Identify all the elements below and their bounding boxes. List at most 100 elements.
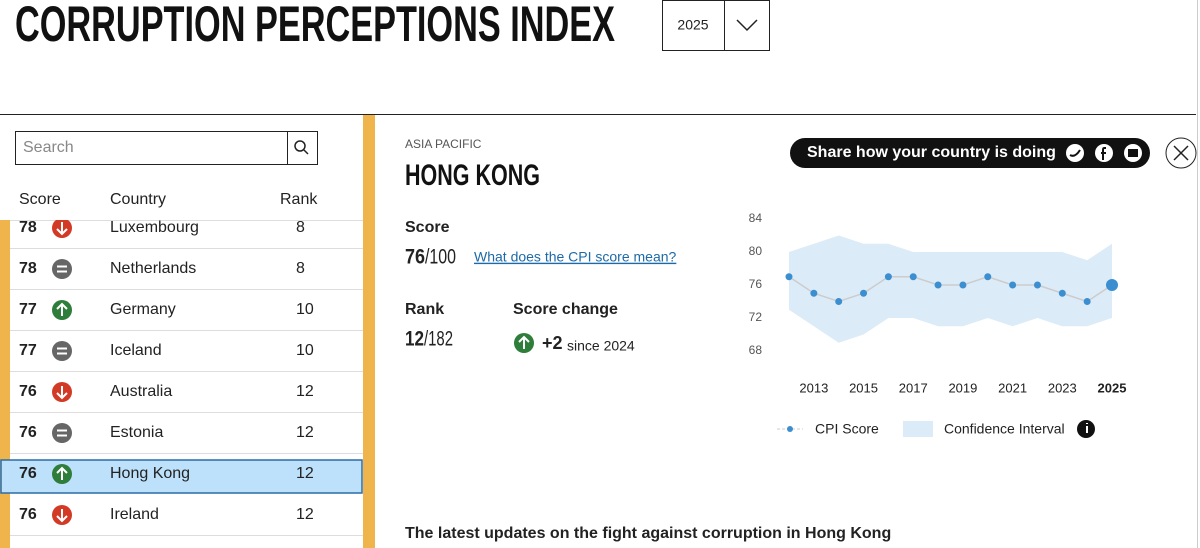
change-icon bbox=[514, 333, 534, 353]
close-button[interactable] bbox=[1165, 137, 1197, 169]
score-point bbox=[934, 281, 942, 289]
page-title: CORRUPTION PERCEPTIONS INDEX bbox=[15, 0, 615, 52]
trend-glyph bbox=[56, 386, 68, 400]
country-row[interactable]: 76 Ireland 12 bbox=[10, 505, 363, 536]
search-icon-handle bbox=[303, 149, 309, 155]
country-row[interactable]: 78 Netherlands 8 bbox=[10, 259, 363, 290]
legend-label: Confidence Interval bbox=[944, 421, 1065, 437]
score-point bbox=[909, 273, 917, 281]
column-header: Country bbox=[110, 191, 166, 208]
score-point bbox=[884, 273, 892, 281]
country-row[interactable]: 78 Luxembourg 8 bbox=[10, 218, 363, 249]
row-country[interactable]: Ireland bbox=[110, 506, 159, 523]
country-row[interactable]: 76 Estonia 12 bbox=[10, 423, 363, 454]
y-tick-label: 72 bbox=[749, 310, 763, 324]
score-chart: 84 80 76 72 68 2013 2015 2017 2019 2021 2023 2025 CP… bbox=[749, 211, 1127, 438]
search[interactable]: Search bbox=[15, 131, 318, 165]
score-point bbox=[1058, 289, 1066, 297]
rank-label: Rank bbox=[405, 301, 444, 318]
score-info-link[interactable]: What does the CPI score mean? bbox=[474, 249, 677, 265]
row-rank: 10 bbox=[296, 342, 314, 359]
score-value: 76 bbox=[405, 246, 425, 269]
row-score: 76 bbox=[19, 465, 37, 482]
score-label: Score bbox=[405, 219, 450, 236]
country-row[interactable]: 76 Australia 12 bbox=[10, 382, 363, 413]
y-tick-label: 84 bbox=[749, 211, 763, 225]
trend-glyph bbox=[518, 335, 530, 349]
country-name: HONG KONG bbox=[405, 159, 540, 192]
x-tick-label: 2015 bbox=[849, 380, 878, 395]
country-row[interactable]: 77 Iceland 10 bbox=[10, 341, 363, 372]
row-score: 76 bbox=[19, 424, 37, 441]
row-score: 78 bbox=[19, 219, 37, 236]
x-tick-label: 2021 bbox=[998, 380, 1027, 395]
score-point bbox=[810, 289, 818, 297]
legend-swatch bbox=[903, 421, 933, 437]
trend-icon bbox=[52, 341, 72, 361]
row-rank: 10 bbox=[296, 301, 314, 318]
x-tick-label: 2019 bbox=[948, 380, 977, 395]
trend-glyph bbox=[56, 222, 68, 236]
score-point bbox=[860, 289, 868, 297]
x-tick-label: 2023 bbox=[1048, 380, 1077, 395]
row-rank: 12 bbox=[296, 465, 314, 482]
row-country[interactable]: Estonia bbox=[110, 424, 163, 441]
trend-icon bbox=[52, 259, 72, 279]
chevron[interactable] bbox=[736, 19, 758, 32]
facebook-icon bbox=[1101, 147, 1106, 160]
search-placeholder[interactable]: Search bbox=[23, 139, 74, 156]
latest-heading: The latest updates on the fight against … bbox=[405, 525, 891, 542]
row-country[interactable]: Luxembourg bbox=[110, 219, 199, 236]
trend-icon bbox=[52, 423, 72, 443]
row-country[interactable]: Australia bbox=[110, 383, 172, 400]
x-tick-label: 2025 bbox=[1098, 380, 1127, 395]
share-bar[interactable]: Share how your country is doing bbox=[790, 138, 1150, 168]
row-rank: 8 bbox=[296, 260, 305, 277]
twitter-icon bbox=[1069, 149, 1081, 157]
x-tick-label: 2017 bbox=[899, 380, 928, 395]
row-score: 78 bbox=[19, 260, 37, 277]
row-score: 77 bbox=[19, 342, 37, 359]
trend-glyph bbox=[56, 302, 68, 316]
country-list: 78 Luxembourg 878 Netherlands 877 Germany 1077… bbox=[0, 218, 363, 536]
row-country[interactable]: Netherlands bbox=[110, 260, 196, 277]
row-rank: 12 bbox=[296, 383, 314, 400]
year-select[interactable]: 2025 bbox=[662, 0, 770, 51]
score-point bbox=[1033, 281, 1041, 289]
rank-max: /182 bbox=[424, 328, 453, 351]
column-header: Score bbox=[19, 191, 61, 208]
twitter-button[interactable] bbox=[1066, 144, 1084, 162]
y-tick-label: 76 bbox=[749, 277, 763, 291]
score-point bbox=[785, 273, 793, 281]
x-tick-label: 2013 bbox=[799, 380, 828, 395]
row-score: 76 bbox=[19, 383, 37, 400]
row-country[interactable]: Iceland bbox=[110, 342, 162, 359]
share-pill[interactable] bbox=[790, 138, 1150, 168]
row-country[interactable]: Hong Kong bbox=[110, 465, 190, 482]
row-score: 77 bbox=[19, 301, 37, 318]
share-text[interactable]: Share how your country is doing bbox=[807, 144, 1056, 161]
trend-glyph bbox=[56, 509, 68, 523]
y-tick-label: 68 bbox=[749, 343, 763, 357]
row-rank: 12 bbox=[296, 424, 314, 441]
search-box[interactable] bbox=[15, 131, 318, 165]
row-rank: 12 bbox=[296, 506, 314, 523]
search-icon[interactable] bbox=[294, 140, 306, 152]
score-point bbox=[1083, 298, 1091, 305]
change-since: since 2024 bbox=[567, 338, 635, 354]
country-row[interactable]: 77 Germany 10 bbox=[10, 300, 363, 331]
row-country[interactable]: Germany bbox=[110, 301, 176, 318]
year-value[interactable]: 2025 bbox=[677, 17, 708, 33]
trend-glyph bbox=[56, 466, 68, 480]
trend-glyph bbox=[57, 429, 67, 437]
row-rank: 8 bbox=[296, 219, 305, 236]
legend-label: CPI Score bbox=[815, 421, 879, 437]
email-icon bbox=[1128, 149, 1138, 157]
score-point bbox=[1106, 279, 1118, 291]
country-row[interactable]: 76 Hong Kong 12 bbox=[0, 459, 363, 494]
rank-value: 12 bbox=[405, 328, 424, 351]
trend-glyph bbox=[57, 347, 67, 355]
score-line bbox=[788, 275, 1113, 303]
change-value: +2 bbox=[542, 333, 563, 353]
